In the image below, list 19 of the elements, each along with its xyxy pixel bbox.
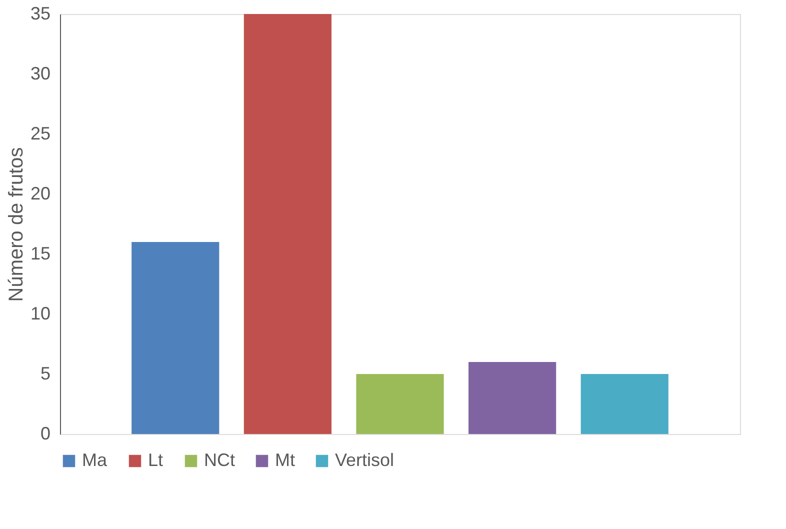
legend-label: Mt — [275, 450, 295, 470]
y-tick-label: 10 — [30, 304, 50, 324]
bar — [468, 362, 556, 434]
y-axis-title: Número de frutos — [5, 147, 28, 302]
bar — [132, 242, 220, 434]
y-tick-label: 20 — [30, 184, 50, 204]
y-tick-label: 25 — [30, 124, 50, 144]
y-tick-label: 5 — [40, 364, 50, 384]
y-tick-label: 15 — [30, 244, 50, 264]
y-tick-label: 35 — [30, 4, 50, 24]
legend-label: NCt — [204, 450, 235, 470]
y-tick-label: 0 — [40, 424, 50, 444]
bar — [580, 374, 668, 434]
legend-label: Vertisol — [335, 450, 394, 470]
legend-label: Lt — [148, 450, 164, 470]
y-tick-label: 30 — [30, 64, 50, 84]
bar — [356, 374, 444, 434]
legend-label: Ma — [82, 450, 108, 470]
bar — [244, 14, 332, 434]
